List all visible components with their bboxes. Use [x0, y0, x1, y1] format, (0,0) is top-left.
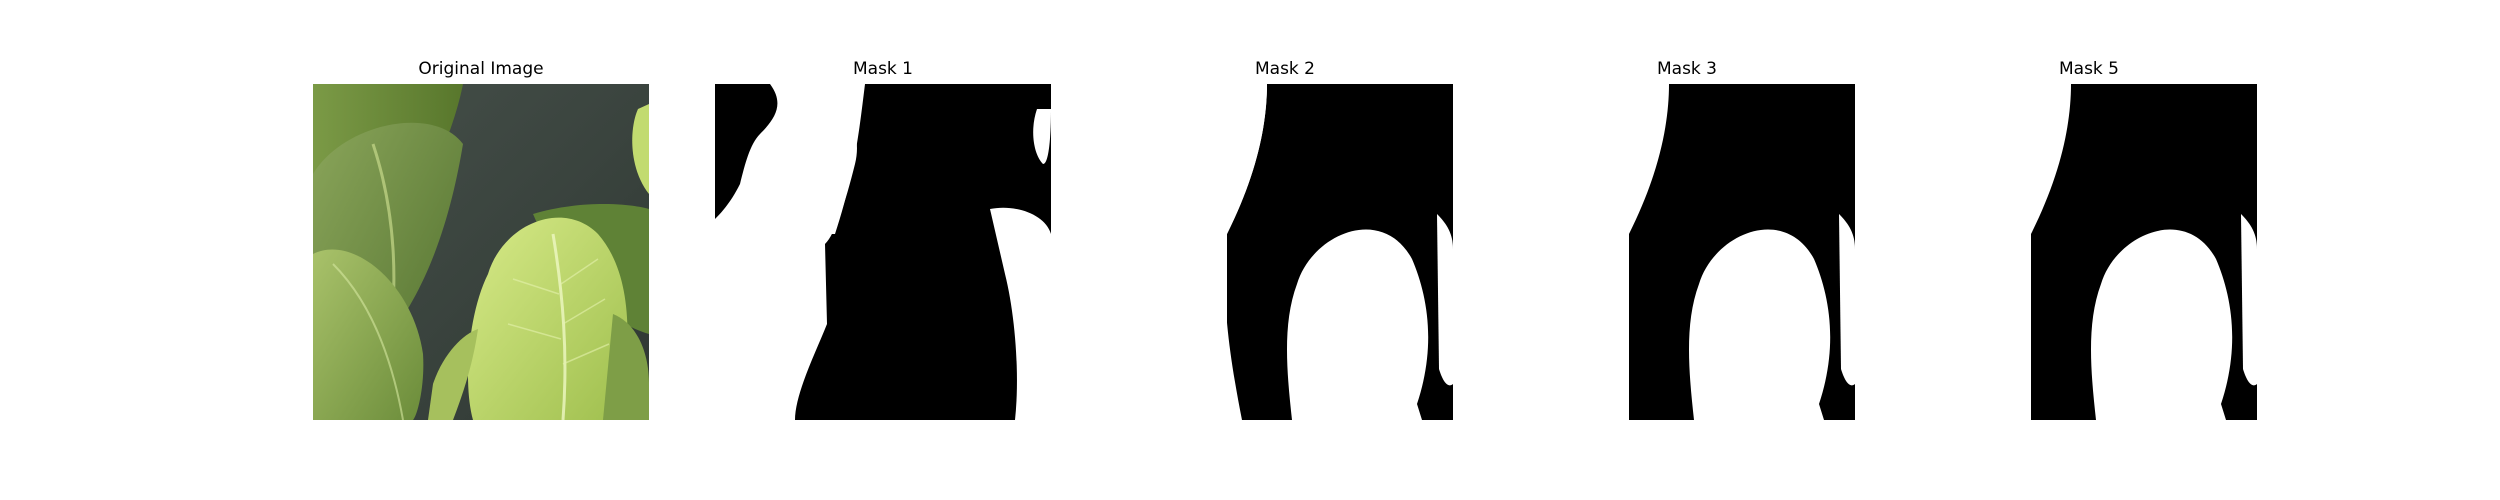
- panel-mask-1: Mask 1: [715, 56, 1051, 420]
- panel-title: Mask 5: [2058, 59, 2119, 79]
- panel-title: Mask 1: [852, 59, 913, 79]
- panel-title: Mask 2: [1254, 59, 1315, 79]
- panel-title: Original Image: [418, 59, 544, 79]
- panel-title: Mask 3: [1656, 59, 1717, 79]
- panel-mask-5: Mask 5: [1921, 56, 2257, 420]
- mask-image: [1117, 84, 1453, 420]
- mask-image: [715, 84, 1051, 420]
- mask-image: [1921, 84, 2257, 420]
- panel-mask-2: Mask 2: [1117, 56, 1453, 420]
- mask-image: [1519, 84, 1855, 420]
- panel-mask-3: Mask 3: [1519, 56, 1855, 420]
- original-image: [313, 84, 649, 420]
- panel-original-image: Original Image: [313, 56, 649, 420]
